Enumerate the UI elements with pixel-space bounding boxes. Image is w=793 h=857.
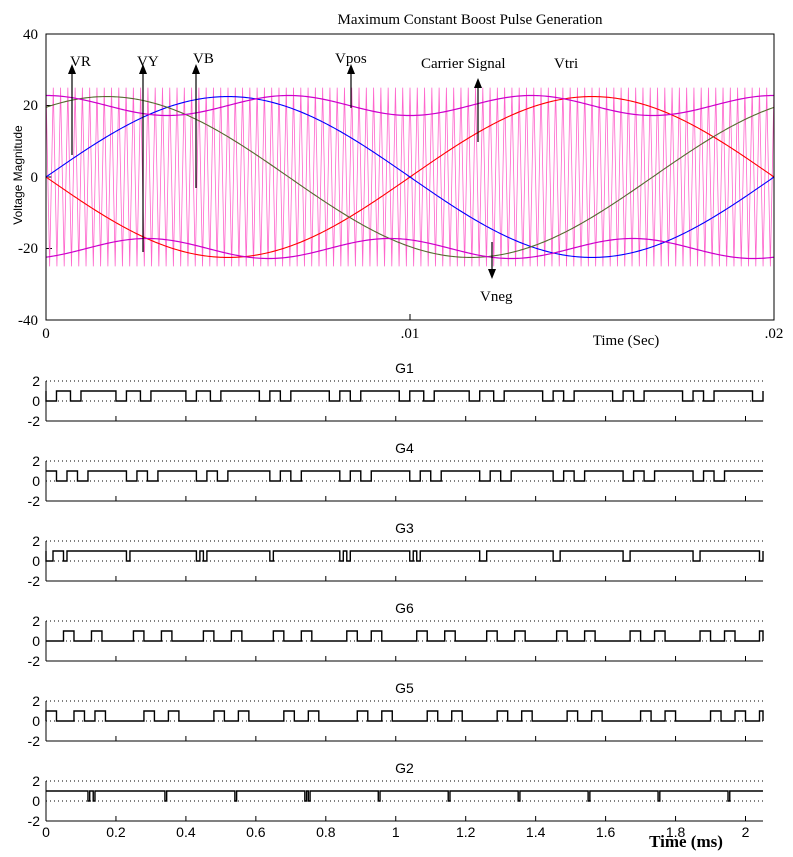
gate-title: G5 — [395, 680, 414, 696]
top-plot-frame — [45, 33, 775, 321]
y-tick-label: -40 — [18, 313, 38, 329]
gate-title: G6 — [395, 600, 414, 616]
gate-y-tick-label: 2 — [32, 693, 40, 709]
gate-y-tick-label: 2 — [32, 453, 40, 469]
y-tick-label: 20 — [23, 98, 38, 114]
annotation-carrier: Carrier Signal — [421, 56, 506, 72]
top-chart: Maximum Constant Boost Pulse Generation … — [11, 12, 783, 349]
gate-y-tick-label: -2 — [28, 413, 41, 429]
y-tick-label: 0 — [31, 170, 39, 186]
gate-y-tick-label: 2 — [32, 773, 40, 789]
gate-y-tick-label: 0 — [32, 713, 40, 729]
series-vtri — [45, 87, 775, 267]
gate-y-tick-label: -2 — [28, 813, 41, 829]
series-vy — [45, 96, 775, 258]
annotation-vb: VB — [193, 51, 214, 67]
top-chart-title: Maximum Constant Boost Pulse Generation — [338, 12, 603, 28]
gate-x-tick-label: 1.4 — [526, 824, 546, 840]
gate-panel: G3 2 0 -2 — [28, 520, 764, 589]
gate-xlabel: Time (ms) — [649, 832, 723, 851]
gate-x-tick-label: 0.4 — [176, 824, 196, 840]
gate-y-tick-label: 0 — [32, 793, 40, 809]
gate-panel: G5 2 0 -2 — [28, 680, 764, 749]
gate-signal — [45, 710, 764, 722]
annotation-vy: VY — [137, 54, 159, 70]
series-vneg — [45, 237, 775, 260]
annotations — [68, 64, 496, 279]
gate-signal — [45, 550, 764, 562]
top-x-ticks: 0 .01 .02 — [42, 326, 783, 342]
gate-y-tick-label: 2 — [32, 533, 40, 549]
gate-x-tick-label: 0 — [42, 824, 50, 840]
gate-title: G1 — [395, 360, 414, 376]
x-tick-label: .01 — [401, 326, 420, 342]
series-vpos — [45, 94, 775, 117]
top-chart-xlabel: Time (Sec) — [593, 333, 660, 349]
annotation-vpos: Vpos — [335, 51, 367, 67]
x-tick-label: .02 — [765, 326, 784, 342]
series-vb — [45, 96, 775, 258]
top-plot-area — [45, 33, 775, 321]
gate-y-tick-label: -2 — [28, 733, 41, 749]
gate-x-tick-label: 0.6 — [246, 824, 266, 840]
gate-x-tick-label: 1.6 — [596, 824, 616, 840]
x-tick-label: 0 — [42, 326, 50, 342]
gate-y-tick-label: 2 — [32, 613, 40, 629]
gate-x-tick-label: 0.2 — [106, 824, 126, 840]
gate-panel: G6 2 0 -2 — [28, 600, 764, 669]
gate-signal — [46, 790, 763, 802]
top-y-ticks: 40 20 0 -20 -40 — [18, 27, 38, 329]
gate-x-tick-label: 1.2 — [456, 824, 476, 840]
annotation-vr: VR — [70, 54, 91, 70]
gate-x-tick-label: 2 — [742, 824, 750, 840]
gate-y-tick-label: 0 — [32, 633, 40, 649]
annotation-vneg: Vneg — [480, 289, 513, 305]
gate-x-tick-label: 1 — [392, 824, 400, 840]
gate-y-tick-label: 0 — [32, 553, 40, 569]
gate-panel: G1 2 0 -2 — [28, 360, 764, 429]
gate-signal — [46, 630, 764, 642]
annotation-vtri: Vtri — [554, 56, 578, 72]
gate-y-tick-label: -2 — [28, 493, 41, 509]
gate-signal — [45, 390, 764, 402]
gate-x-tick-label: 0.8 — [316, 824, 336, 840]
gate-title: G2 — [395, 760, 414, 776]
top-chart-ylabel: Voltage Magnitude — [11, 125, 25, 225]
gate-y-tick-label: 0 — [32, 473, 40, 489]
gate-y-tick-label: -2 — [28, 653, 41, 669]
y-tick-label: -20 — [18, 241, 38, 257]
y-tick-label: 40 — [23, 27, 38, 43]
gate-title: G4 — [395, 440, 414, 456]
gate-title: G3 — [395, 520, 414, 536]
gate-y-tick-label: -2 — [28, 573, 41, 589]
gate-signal — [46, 470, 763, 482]
gate-y-tick-label: 2 — [32, 373, 40, 389]
gate-y-tick-label: 0 — [32, 393, 40, 409]
gate-x-tick-label: 1.8 — [666, 824, 686, 840]
gate-panel: G4 2 0 -2 — [28, 440, 763, 509]
